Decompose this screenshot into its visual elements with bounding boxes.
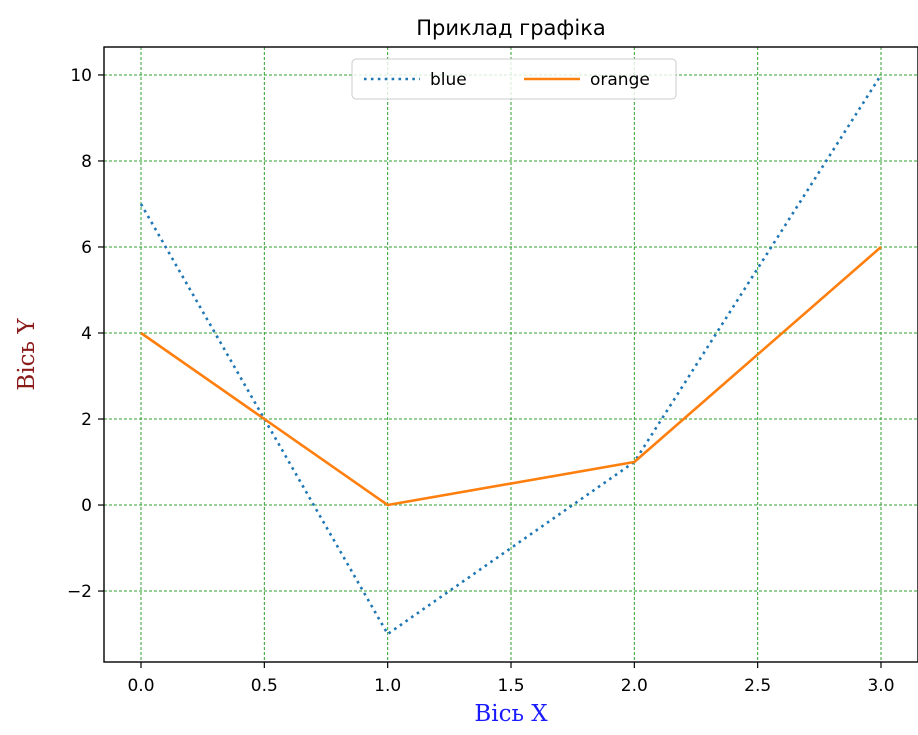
x-tick-label: 2.0 <box>621 676 648 696</box>
x-tick-label: 0.0 <box>127 676 154 696</box>
x-tick-label: 1.5 <box>497 676 524 696</box>
legend: blue orange <box>351 58 677 100</box>
x-tick-label: 0.5 <box>251 676 278 696</box>
y-tick-label: 4 <box>81 324 92 344</box>
x-tick-label: 2.5 <box>744 676 771 696</box>
y-tick-label: 10 <box>70 66 92 86</box>
axis-ticks: 0.0 0.5 1.0 1.5 2.0 2.5 3.0 −2 0 2 4 6 8 10 <box>67 66 895 696</box>
legend-label-blue: blue <box>430 70 467 90</box>
y-axis-label: Вісь Y <box>14 318 40 391</box>
x-axis-label: Вісь X <box>474 701 548 727</box>
x-tick-label: 1.0 <box>374 676 401 696</box>
y-tick-label: −2 <box>67 582 92 602</box>
series-line-orange <box>140 246 882 507</box>
legend-box <box>351 58 677 100</box>
y-tick-label: 2 <box>81 410 92 430</box>
chart-title: Приклад графіка <box>416 16 606 40</box>
y-tick-label: 8 <box>81 152 92 172</box>
y-tick-label: 0 <box>81 496 92 516</box>
y-tick-label: 6 <box>81 238 92 258</box>
series-lines <box>139 74 883 636</box>
legend-label-orange: orange <box>590 70 650 90</box>
x-tick-label: 3.0 <box>867 676 894 696</box>
